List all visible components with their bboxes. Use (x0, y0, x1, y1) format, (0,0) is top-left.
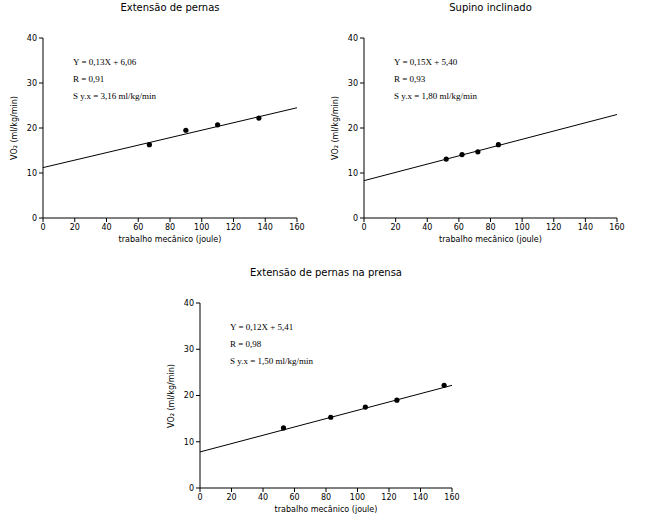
svg-text:80: 80 (165, 223, 175, 232)
html-text:Y = 0,15X + 5,40: Y = 0,15X + 5,40 (394, 57, 458, 67)
svg-text:20: 20 (226, 493, 236, 502)
svg-text:140: 140 (578, 223, 593, 232)
svg-text:40: 40 (348, 34, 358, 43)
svg-text:40: 40 (184, 299, 194, 308)
svg-text:10: 10 (184, 438, 194, 447)
svg-text:100: 100 (514, 223, 529, 232)
svg-text:20: 20 (184, 391, 194, 400)
html-text:R = 0,91: R = 0,91 (73, 74, 105, 84)
html-text:Extensão de pernas na prensa: Extensão de pernas na prensa (250, 267, 402, 278)
svg-text:20: 20 (348, 124, 358, 133)
html-text:S y.x = 1,50 ml/kg/min: S y.x = 1,50 ml/kg/min (230, 356, 313, 366)
html-text:S y.x = 3,16 ml/kg/min: S y.x = 3,16 ml/kg/min (73, 91, 156, 101)
html-text:VO₂ (ml/kg/min): VO₂ (ml/kg/min) (166, 363, 176, 428)
svg-text:0: 0 (189, 484, 194, 493)
svg-text:20: 20 (70, 223, 80, 232)
svg-text:120: 120 (546, 223, 561, 232)
svg-text:120: 120 (226, 223, 241, 232)
svg-text:60: 60 (133, 223, 143, 232)
svg-text:60: 60 (289, 493, 299, 502)
svg-text:160: 160 (609, 223, 624, 232)
svg-text:0: 0 (32, 214, 37, 223)
svg-text:160: 160 (444, 493, 459, 502)
svg-text:0: 0 (40, 223, 45, 232)
html-text:Y = 0,12X + 5,41: Y = 0,12X + 5,41 (230, 322, 294, 332)
svg-text:0: 0 (353, 214, 358, 223)
html-text:Extensão de pernas: Extensão de pernas (120, 2, 220, 13)
svg-text:0: 0 (361, 223, 366, 232)
svg-text:30: 30 (348, 79, 358, 88)
html-text:trabalho mecânico (joule): trabalho mecânico (joule) (274, 505, 378, 514)
svg-text:160: 160 (289, 223, 304, 232)
svg-text:10: 10 (348, 169, 358, 178)
html-text:Supino inclinado: Supino inclinado (449, 2, 532, 13)
svg-text:80: 80 (321, 493, 331, 502)
svg-text:40: 40 (422, 223, 432, 232)
svg-text:0: 0 (197, 493, 202, 502)
svg-text:40: 40 (258, 493, 268, 502)
svg-text:20: 20 (27, 124, 37, 133)
html-text:Y = 0,13X + 6,06: Y = 0,13X + 6,06 (73, 57, 137, 67)
html-text:R = 0,98: R = 0,98 (230, 339, 262, 349)
svg-text:10: 10 (27, 169, 37, 178)
svg-text:100: 100 (194, 223, 209, 232)
svg-text:140: 140 (258, 223, 273, 232)
html-text:VO₂ (ml/kg/min): VO₂ (ml/kg/min) (330, 96, 340, 160)
svg-text:60: 60 (454, 223, 464, 232)
svg-text:40: 40 (27, 34, 37, 43)
svg-text:120: 120 (381, 493, 396, 502)
svg-text:30: 30 (27, 79, 37, 88)
svg-text:100: 100 (350, 493, 365, 502)
html-text:trabalho mecânico (joule): trabalho mecânico (joule) (118, 235, 222, 244)
svg-text:40: 40 (101, 223, 111, 232)
svg-text:80: 80 (485, 223, 495, 232)
html-text:R = 0,93: R = 0,93 (394, 74, 426, 84)
html-text:VO₂ (ml/kg/min): VO₂ (ml/kg/min) (9, 96, 19, 160)
svg-text:140: 140 (413, 493, 428, 502)
html-text:S y.x = 1,80 ml/kg/min: S y.x = 1,80 ml/kg/min (394, 91, 477, 101)
svg-text:30: 30 (184, 345, 194, 354)
html-text:trabalho mecânico (joule): trabalho mecânico (joule) (439, 235, 542, 244)
svg-text:20: 20 (391, 223, 401, 232)
